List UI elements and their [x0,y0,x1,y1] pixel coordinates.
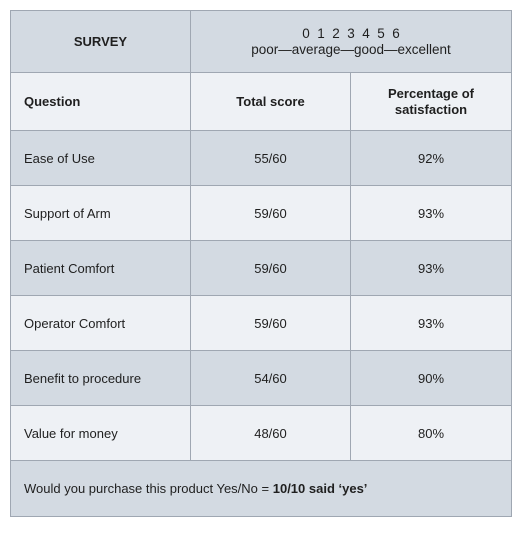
scale-number: 5 [377,25,385,41]
scale-words: poor—average—good—excellent [251,41,451,57]
score-cell: 59/60 [190,240,351,296]
column-header-question: Question [10,72,191,131]
percent-cell: 90% [350,350,512,406]
table-row: Ease of Use 55/60 92% [10,130,512,186]
score-cell: 59/60 [190,295,351,351]
score-cell: 59/60 [190,185,351,241]
scale-number: 6 [392,25,400,41]
percent-cell: 80% [350,405,512,461]
percent-cell: 93% [350,185,512,241]
purchase-question: Would you purchase this product Yes/No =… [10,460,512,517]
purchase-answer: 10/10 said ‘yes’ [272,481,368,496]
scale-number: 1 [317,25,325,41]
scale-number: 2 [332,25,340,41]
scale-number: 4 [362,25,370,41]
table-row: Benefit to procedure 54/60 90% [10,350,512,406]
footer-row: Would you purchase this product Yes/No =… [10,460,512,517]
table-row: Patient Comfort 59/60 93% [10,240,512,296]
question-cell: Operator Comfort [10,295,191,351]
question-cell: Value for money [10,405,191,461]
scale-number: 0 [302,25,310,41]
column-header-row: Question Total score Percentage of satis… [10,72,512,131]
survey-label: SURVEY [10,10,191,73]
question-cell: Patient Comfort [10,240,191,296]
table-row: Operator Comfort 59/60 93% [10,295,512,351]
scale-number: 3 [347,25,355,41]
column-header-satisfaction: Percentage of satisfaction [350,72,512,131]
score-cell: 54/60 [190,350,351,406]
percent-cell: 92% [350,130,512,186]
question-cell: Ease of Use [10,130,191,186]
percent-cell: 93% [350,295,512,351]
purchase-question-text: Would you purchase this product Yes/No = [24,481,273,496]
score-cell: 55/60 [190,130,351,186]
score-cell: 48/60 [190,405,351,461]
question-cell: Support of Arm [10,185,191,241]
satisfaction-line-2: satisfaction [394,101,468,117]
question-cell: Benefit to procedure [10,350,191,406]
satisfaction-line-1: Percentage of [388,85,474,101]
percent-cell: 93% [350,240,512,296]
table-row: Support of Arm 59/60 93% [10,185,512,241]
table-row: Value for money 48/60 80% [10,405,512,461]
column-header-total-score: Total score [190,72,351,131]
